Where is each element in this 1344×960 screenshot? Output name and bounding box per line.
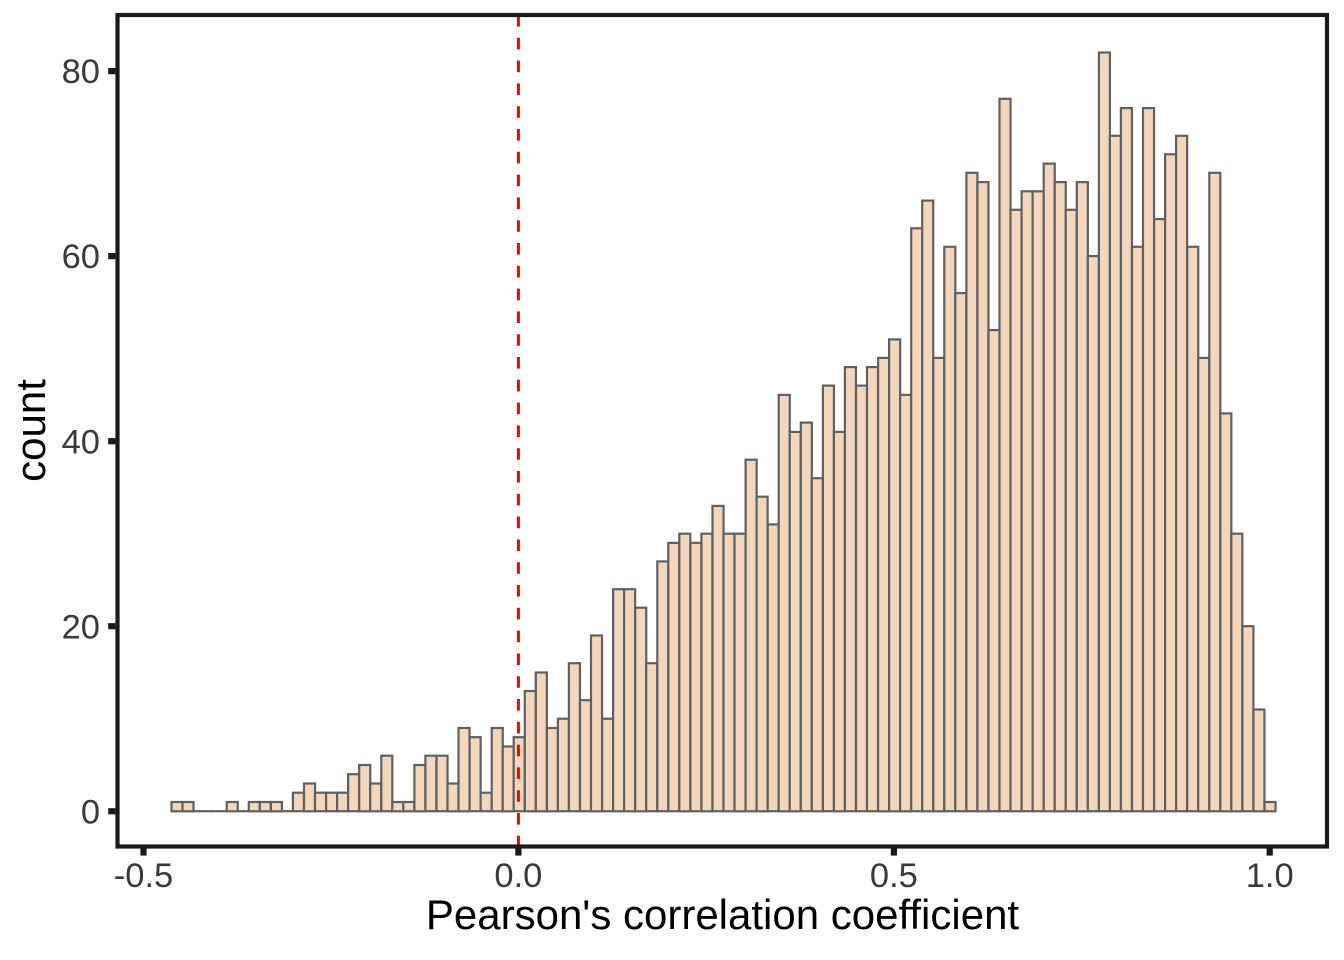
svg-text:1.0: 1.0: [1246, 857, 1294, 895]
svg-text:-0.5: -0.5: [114, 857, 173, 895]
svg-text:0.5: 0.5: [870, 857, 918, 895]
svg-text:20: 20: [62, 608, 100, 646]
svg-text:80: 80: [62, 53, 100, 91]
svg-text:60: 60: [62, 238, 100, 276]
svg-text:40: 40: [62, 423, 100, 461]
svg-text:0: 0: [81, 793, 100, 831]
svg-text:Pearson's correlation coeffici: Pearson's correlation coefficient: [426, 891, 1020, 938]
svg-text:0.0: 0.0: [494, 857, 542, 895]
svg-text:count: count: [7, 379, 54, 482]
